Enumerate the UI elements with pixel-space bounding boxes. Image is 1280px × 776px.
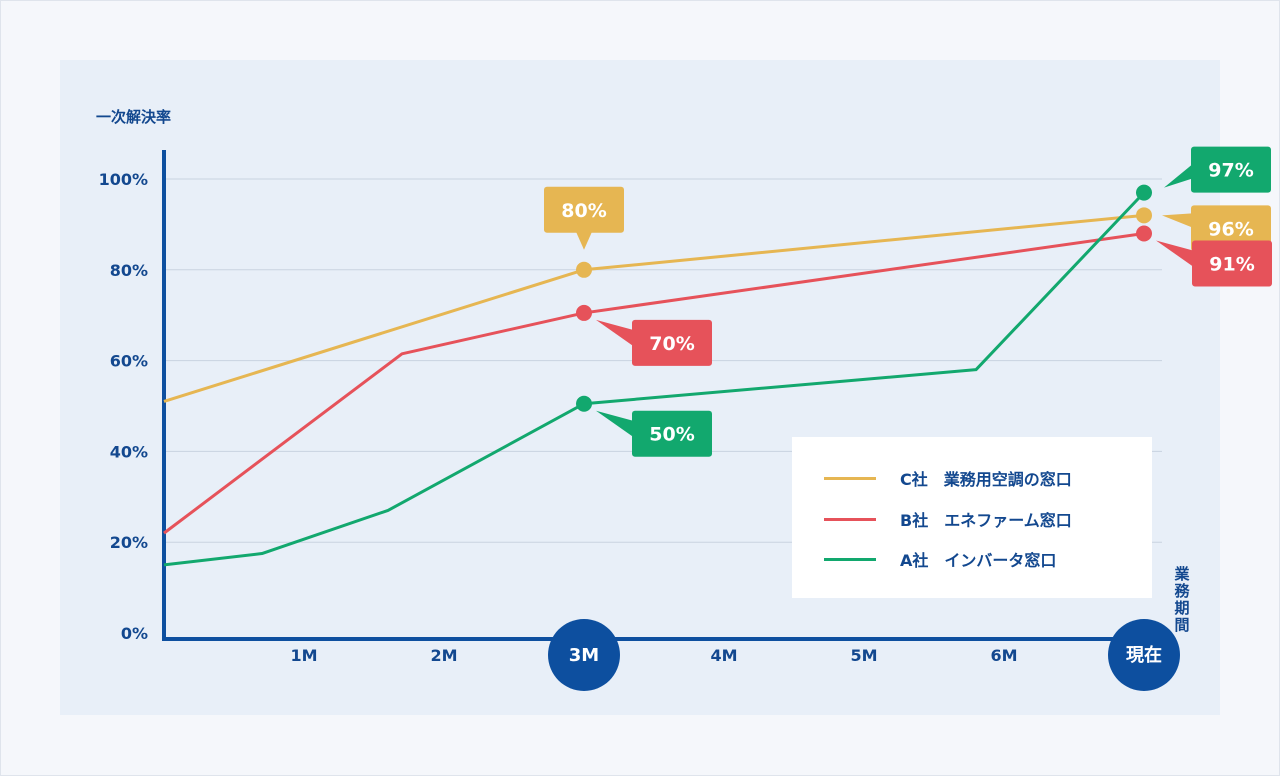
callout-label-a: 50%	[649, 424, 694, 446]
series-line-a	[163, 191, 1146, 567]
data-point-c	[576, 261, 592, 278]
y-tick-label: 100%	[99, 170, 148, 189]
y-tick-label: 60%	[110, 352, 148, 371]
callout-label-b: 70%	[649, 333, 694, 355]
y-tick-label: 40%	[110, 442, 148, 461]
data-point-c	[1136, 207, 1152, 224]
series-line-b	[163, 231, 1145, 535]
legend-label-c: C社 業務用空調の窓口	[900, 470, 1072, 489]
x-tick-label: 3M	[569, 645, 599, 666]
series-line-c	[163, 213, 1145, 403]
legend-swatch-c	[824, 476, 876, 480]
legend-swatch-b	[824, 517, 876, 521]
y-tick-label: 80%	[110, 261, 148, 280]
x-tick-label: 1M	[290, 646, 317, 665]
callout-label-c: 80%	[561, 200, 606, 222]
chart-panel	[60, 60, 1220, 715]
legend-item-b: B社 エネファーム窓口	[824, 507, 1072, 531]
callout-pointer-c	[576, 231, 592, 250]
y-axis-title: 一次解決率	[96, 108, 172, 126]
data-point-b	[576, 304, 592, 321]
callout-pointer-a	[1164, 164, 1192, 188]
callout-label-c: 96%	[1208, 218, 1253, 240]
callout-box-c	[1191, 205, 1271, 252]
legend-item-a: A社 インバータ窓口	[824, 547, 1056, 571]
callout-pointer-b	[596, 319, 633, 346]
x-tick-highlight-circle	[1108, 619, 1180, 691]
data-point-a	[1136, 184, 1152, 201]
x-tick-label: 5M	[850, 646, 877, 665]
y-tick-label: 20%	[110, 533, 148, 552]
callout-label-b: 91%	[1209, 253, 1254, 275]
callout-box-a	[632, 410, 712, 457]
callout-pointer-c	[1162, 213, 1192, 228]
x-tick-label: 6M	[990, 646, 1017, 665]
legend-swatch-a	[824, 557, 876, 561]
callout-label-a: 97%	[1208, 160, 1253, 182]
callout-box-b	[1192, 240, 1272, 287]
legend-label-a: A社 インバータ窓口	[900, 551, 1057, 570]
callout-pointer-b	[1156, 240, 1193, 267]
legend-label-b: B社 エネファーム窓口	[900, 511, 1072, 530]
data-point-a	[576, 395, 592, 412]
legend: C社 業務用空調の窓口 B社 エネファーム窓口 A社 インバータ窓口	[792, 437, 1152, 598]
callout-box-b	[632, 319, 712, 366]
x-axis-title: 業務期間	[1174, 565, 1190, 634]
callout-box-c	[544, 186, 624, 233]
x-tick-label: 現在	[1126, 644, 1162, 666]
x-tick-highlight-circle	[548, 619, 620, 691]
y-tick-label: 0%	[121, 624, 148, 643]
x-tick-label: 2M	[430, 646, 457, 665]
x-tick-label: 4M	[710, 646, 737, 665]
callout-pointer-a	[596, 410, 633, 437]
legend-item-c: C社 業務用空調の窓口	[824, 466, 1072, 490]
callout-box-a	[1191, 146, 1271, 193]
data-point-b	[1136, 225, 1152, 242]
